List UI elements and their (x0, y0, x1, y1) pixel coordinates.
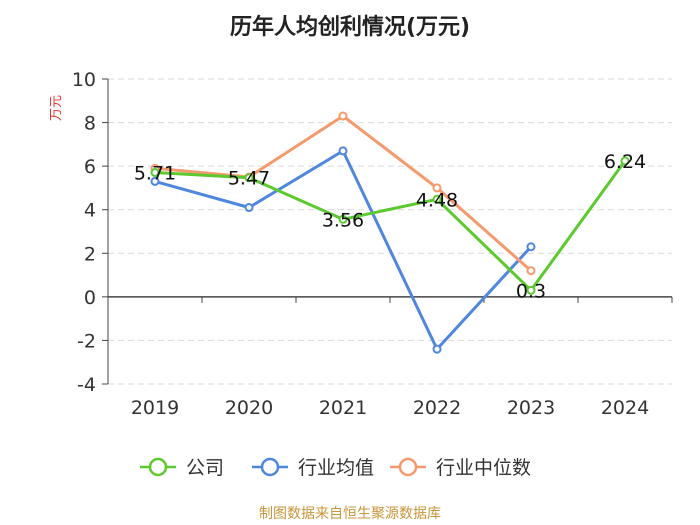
legend: 公司 行业均值 行业中位数 (140, 457, 531, 479)
series-2-point-2 (338, 111, 348, 121)
legend-item-0[interactable]: 公司 (140, 457, 224, 479)
series-0-point-4 (526, 285, 536, 295)
x-tick-label-4: 2023 (507, 397, 555, 419)
x-tick-label-3: 2022 (413, 397, 461, 419)
series-1-point-2 (338, 146, 348, 156)
series-1-point-1 (244, 203, 254, 213)
data-label-1: 5.47 (228, 168, 270, 190)
x-tick-label-5: 2024 (601, 397, 649, 419)
y-tick-label-7: 10 (72, 69, 96, 91)
y-tick-label-5: 6 (84, 156, 96, 178)
y-tick-label-3: 2 (84, 243, 96, 265)
data-label-2: 3.56 (322, 209, 364, 231)
legend-item-1[interactable]: 行业均值 (252, 457, 374, 479)
legend-item-2[interactable]: 行业中位数 (390, 457, 531, 479)
y-tick-label-0: -4 (77, 374, 96, 396)
data-label-3: 4.48 (416, 189, 458, 211)
series-line-0 (154, 160, 627, 292)
y-tick-label-4: 4 (84, 200, 96, 222)
x-tick-label-1: 2020 (225, 397, 273, 419)
series-0-point-1 (244, 173, 254, 183)
series-0-point-0 (150, 167, 160, 177)
data-label-5: 6.24 (604, 151, 646, 173)
series-1-point-3 (432, 344, 442, 354)
data-label-0: 5.71 (134, 162, 176, 184)
series-2-point-3 (432, 183, 442, 193)
source-note: 制图数据来自恒生聚源数据库 (259, 506, 441, 522)
y-tick-label-6: 8 (84, 113, 96, 135)
legend-marker-2 (398, 457, 418, 477)
series-line-1 (154, 149, 533, 351)
y-axis-label: 万元 (49, 95, 64, 121)
legend-label-0: 公司 (186, 457, 224, 479)
y-tick-label-2: 0 (84, 287, 96, 309)
series-layer (150, 111, 630, 354)
series-1-point-4 (526, 242, 536, 252)
series-2-point-4 (526, 266, 536, 276)
y-tick-label-1: -2 (77, 330, 96, 352)
legend-label-1: 行业均值 (298, 457, 374, 479)
x-tick-label-2: 2021 (319, 397, 367, 419)
series-0-point-2 (338, 214, 348, 224)
legend-label-2: 行业中位数 (436, 457, 531, 479)
chart-title: 历年人均创利情况(万元) (230, 14, 470, 40)
series-line-2 (154, 114, 532, 272)
grid-layer (108, 78, 672, 385)
legend-marker-1 (260, 457, 280, 477)
series-1-point-0 (150, 176, 160, 186)
axis-layer: -4 -2 0 2 4 6 8 10 2019 2020 2021 2022 2023 2024 (72, 69, 673, 419)
x-tick-label-0: 2019 (131, 397, 179, 419)
legend-marker-0 (148, 457, 168, 477)
data-label-4: 0.3 (516, 280, 546, 302)
series-0-point-5 (620, 156, 630, 166)
series-0-point-3 (432, 194, 442, 204)
data-label-layer: 5.71 5.47 3.56 4.48 0.3 6.24 (134, 151, 646, 302)
